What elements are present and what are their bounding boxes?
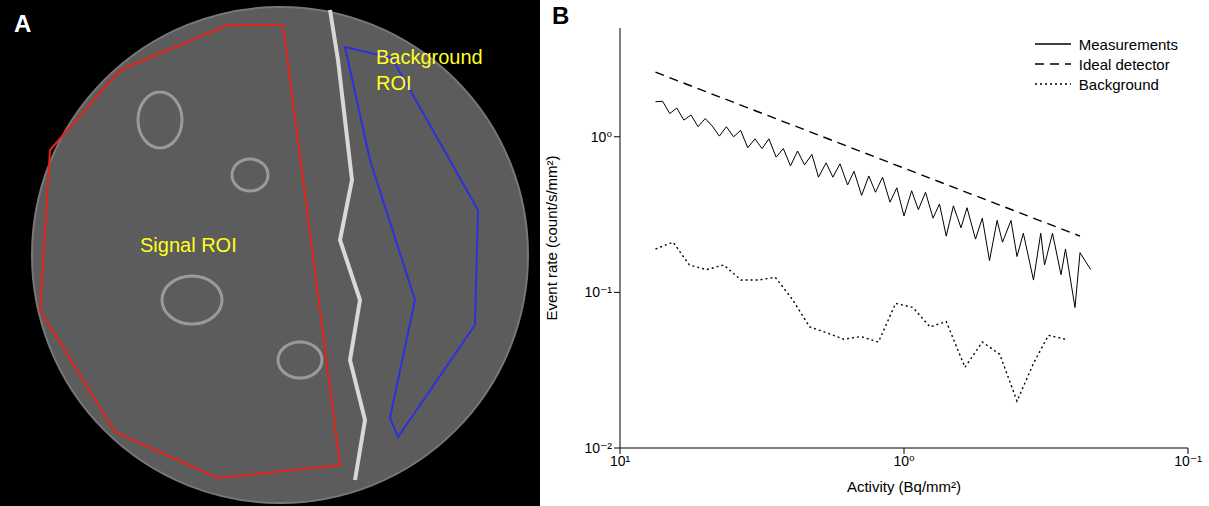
svg-text:Event rate (count/s/mm²): Event rate (count/s/mm²) [543, 155, 560, 320]
html-text:Ideal detector: Ideal detector [1078, 55, 1170, 73]
svg-text:Activity (Bq/mm²): Activity (Bq/mm²) [847, 478, 961, 495]
svg-text:10⁻¹: 10⁻¹ [584, 284, 612, 300]
html-text:Background: Background [1078, 75, 1159, 93]
svg-text:10⁻²: 10⁻² [584, 440, 612, 456]
svg-text:BackgroundROI: BackgroundROI [376, 46, 483, 94]
html-text:B: B [552, 2, 570, 29]
svg-text:A: A [14, 10, 31, 37]
svg-text:10⁰: 10⁰ [591, 129, 613, 145]
html-text:Measurements: Measurements [1078, 35, 1178, 53]
svg-text:Signal ROI: Signal ROI [140, 234, 237, 256]
svg-text:10⁰: 10⁰ [893, 453, 915, 469]
svg-text:10⁻¹: 10⁻¹ [1174, 453, 1202, 469]
svg-text:10¹: 10¹ [610, 453, 631, 469]
